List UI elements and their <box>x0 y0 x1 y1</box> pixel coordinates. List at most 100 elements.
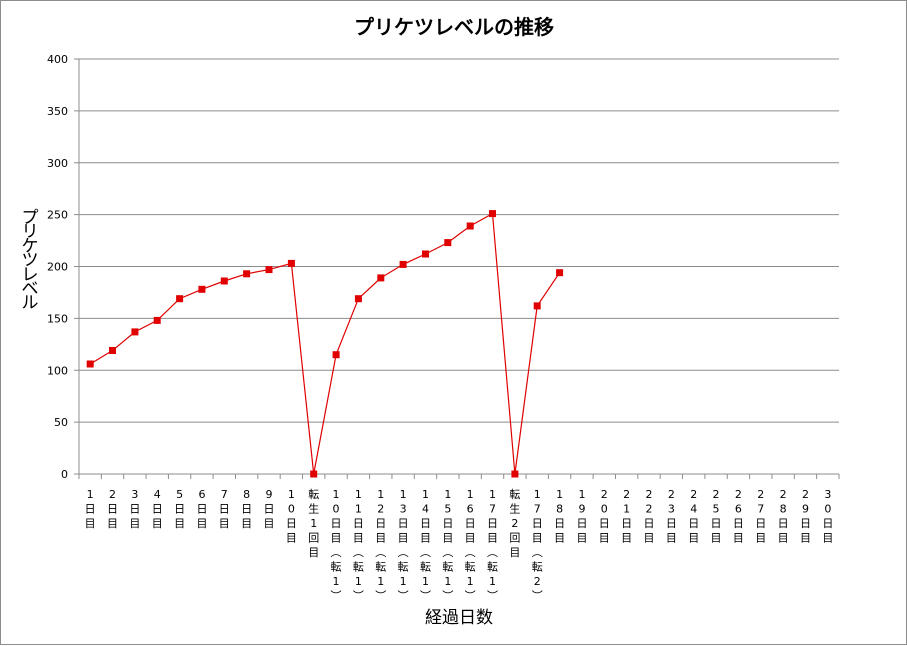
svg-text:2: 2 <box>623 488 630 501</box>
svg-text:日: 日 <box>487 517 498 530</box>
svg-text:1: 1 <box>377 575 384 588</box>
svg-text:1: 1 <box>400 575 407 588</box>
svg-text:2: 2 <box>802 488 809 501</box>
svg-text:日: 日 <box>442 517 453 530</box>
svg-text:1: 1 <box>534 488 541 501</box>
y-tick-label: 300 <box>47 157 68 170</box>
svg-text:0: 0 <box>288 503 295 516</box>
data-point <box>466 222 474 230</box>
svg-text:目: 目 <box>487 532 498 545</box>
svg-text:1: 1 <box>87 488 94 501</box>
data-point <box>86 360 94 368</box>
svg-text:リ: リ <box>22 222 39 242</box>
x-category-label: 2 6日目 <box>733 488 744 545</box>
data-point <box>444 239 452 247</box>
svg-text:2: 2 <box>534 575 541 588</box>
svg-text:転: 転 <box>509 488 520 501</box>
x-category-label: 6 日目 <box>196 488 207 530</box>
svg-text:目: 目 <box>85 517 96 530</box>
svg-text:目: 目 <box>711 532 722 545</box>
data-point <box>287 259 295 267</box>
svg-text:回: 回 <box>509 532 520 545</box>
gridlines <box>79 58 839 423</box>
svg-text:3: 3 <box>824 488 831 501</box>
svg-text:3: 3 <box>131 488 138 501</box>
svg-text:目: 目 <box>219 517 230 530</box>
svg-text:6: 6 <box>735 503 742 516</box>
data-point <box>109 347 116 354</box>
svg-text:目: 目 <box>129 517 140 530</box>
svg-text:日: 日 <box>152 503 163 516</box>
svg-text:目: 目 <box>599 532 610 545</box>
svg-text:日: 日 <box>576 517 587 530</box>
svg-text:2: 2 <box>780 488 787 501</box>
x-category-label: 3 日目 <box>129 488 140 530</box>
x-category-label: 3 0日目 <box>822 488 833 545</box>
svg-text:︵: ︵ <box>532 546 543 559</box>
svg-text:2: 2 <box>109 488 116 501</box>
svg-text:1: 1 <box>467 488 474 501</box>
y-axis-ticks: 0 50 100 150 200 250 300 350 400 <box>47 53 68 481</box>
svg-text:生: 生 <box>308 502 319 516</box>
svg-text:7: 7 <box>534 503 541 516</box>
svg-text:1: 1 <box>377 488 384 501</box>
data-point <box>265 266 273 274</box>
svg-text:目: 目 <box>308 546 319 559</box>
x-category-label: 2 1日目 <box>621 488 632 545</box>
svg-text:目: 目 <box>644 532 655 545</box>
svg-text:2: 2 <box>646 503 653 516</box>
svg-text:4: 4 <box>690 503 697 516</box>
svg-text:7: 7 <box>221 488 228 501</box>
svg-text:0: 0 <box>333 503 340 516</box>
data-point <box>176 295 184 303</box>
svg-text:日: 日 <box>733 517 744 530</box>
x-category-label: 2 0日目 <box>599 488 610 545</box>
svg-text:︵: ︵ <box>487 546 498 559</box>
x-category-label: 2 5日目 <box>711 488 722 545</box>
svg-text:目: 目 <box>733 532 744 545</box>
y-tick-label: 350 <box>47 105 68 118</box>
svg-text:転: 転 <box>442 561 453 574</box>
svg-text:︶: ︶ <box>398 590 409 603</box>
svg-text:ベ: ベ <box>22 279 39 299</box>
x-category-label: 7 日目 <box>219 488 230 530</box>
svg-text:目: 目 <box>576 532 587 545</box>
y-tick-label: 400 <box>47 53 68 66</box>
svg-text:1: 1 <box>400 488 407 501</box>
svg-text:日: 日 <box>800 517 811 530</box>
svg-text:日: 日 <box>85 503 96 516</box>
svg-text:転: 転 <box>420 561 431 574</box>
x-category-label: 1 0日目 <box>286 488 297 545</box>
svg-text:目: 目 <box>778 532 789 545</box>
svg-text:3: 3 <box>400 503 407 516</box>
svg-text:日: 日 <box>711 517 722 530</box>
svg-text:2: 2 <box>713 488 720 501</box>
svg-text:︵: ︵ <box>353 546 364 559</box>
svg-text:日: 日 <box>554 517 565 530</box>
svg-text:目: 目 <box>465 532 476 545</box>
svg-text:転: 転 <box>308 488 319 501</box>
data-point <box>399 260 407 268</box>
svg-text:1: 1 <box>489 575 496 588</box>
svg-text:日: 日 <box>599 517 610 530</box>
series-markers <box>86 210 564 478</box>
svg-text:3: 3 <box>668 503 675 516</box>
svg-text:日: 日 <box>688 517 699 530</box>
svg-text:1: 1 <box>355 575 362 588</box>
svg-text:日: 日 <box>465 517 476 530</box>
svg-text:1: 1 <box>355 503 362 516</box>
svg-text:目: 目 <box>196 517 207 530</box>
x-category-label: 2 3日目 <box>666 488 677 545</box>
svg-text:日: 日 <box>398 517 409 530</box>
chart-title: プリケツレベルの推移 <box>354 15 554 39</box>
svg-text:目: 目 <box>241 517 252 530</box>
data-point <box>511 470 519 478</box>
svg-text:目: 目 <box>621 532 632 545</box>
x-category-label: 1 日目 <box>85 488 96 530</box>
svg-text:目: 目 <box>688 532 699 545</box>
svg-text:目: 目 <box>822 532 833 545</box>
svg-text:1: 1 <box>489 488 496 501</box>
